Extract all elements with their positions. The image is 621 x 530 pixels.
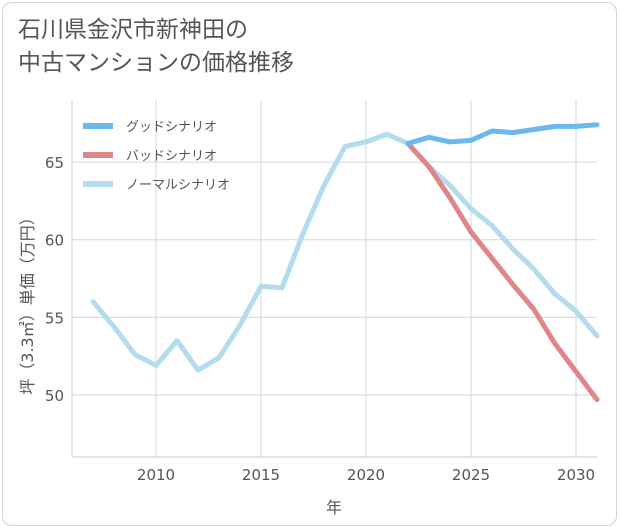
- series-lines: [90, 122, 600, 403]
- y-tick-label: 60: [45, 232, 64, 250]
- y-tick-label: 65: [45, 154, 64, 172]
- x-tick-label: 2015: [242, 466, 280, 484]
- chart-card: [2, 2, 617, 526]
- chart-title: 石川県金沢市新神田の 中古マンションの価格推移: [18, 14, 294, 80]
- y-axis-label: 坪（3.3㎡）単価（万円）: [18, 209, 37, 394]
- tick-labels: 2010 2015 2020 2025 2030 50 55 60 65: [45, 154, 595, 484]
- bad-scenario-line: [405, 141, 600, 403]
- x-axis-label: 年: [326, 498, 342, 517]
- x-tick-label: 2025: [452, 466, 490, 484]
- x-tick-label: 2030: [557, 466, 595, 484]
- legend-item-bad-label: バッドシナリオ: [126, 149, 217, 164]
- legend-item-good-label: グッドシナリオ: [126, 120, 217, 135]
- chart-title-line-1: 石川県金沢市新神田の: [18, 17, 248, 43]
- y-tick-label: 50: [45, 387, 64, 405]
- y-tick-label: 55: [45, 309, 64, 327]
- grid: [72, 100, 597, 457]
- chart-title-line-2: 中古マンションの価格推移: [18, 50, 294, 76]
- x-tick-label: 2010: [137, 466, 175, 484]
- x-tick-label: 2020: [347, 466, 385, 484]
- legend-item-normal-label: ノーマルシナリオ: [126, 178, 230, 193]
- normal-scenario-line: [90, 131, 600, 373]
- good-scenario-line: [405, 122, 600, 146]
